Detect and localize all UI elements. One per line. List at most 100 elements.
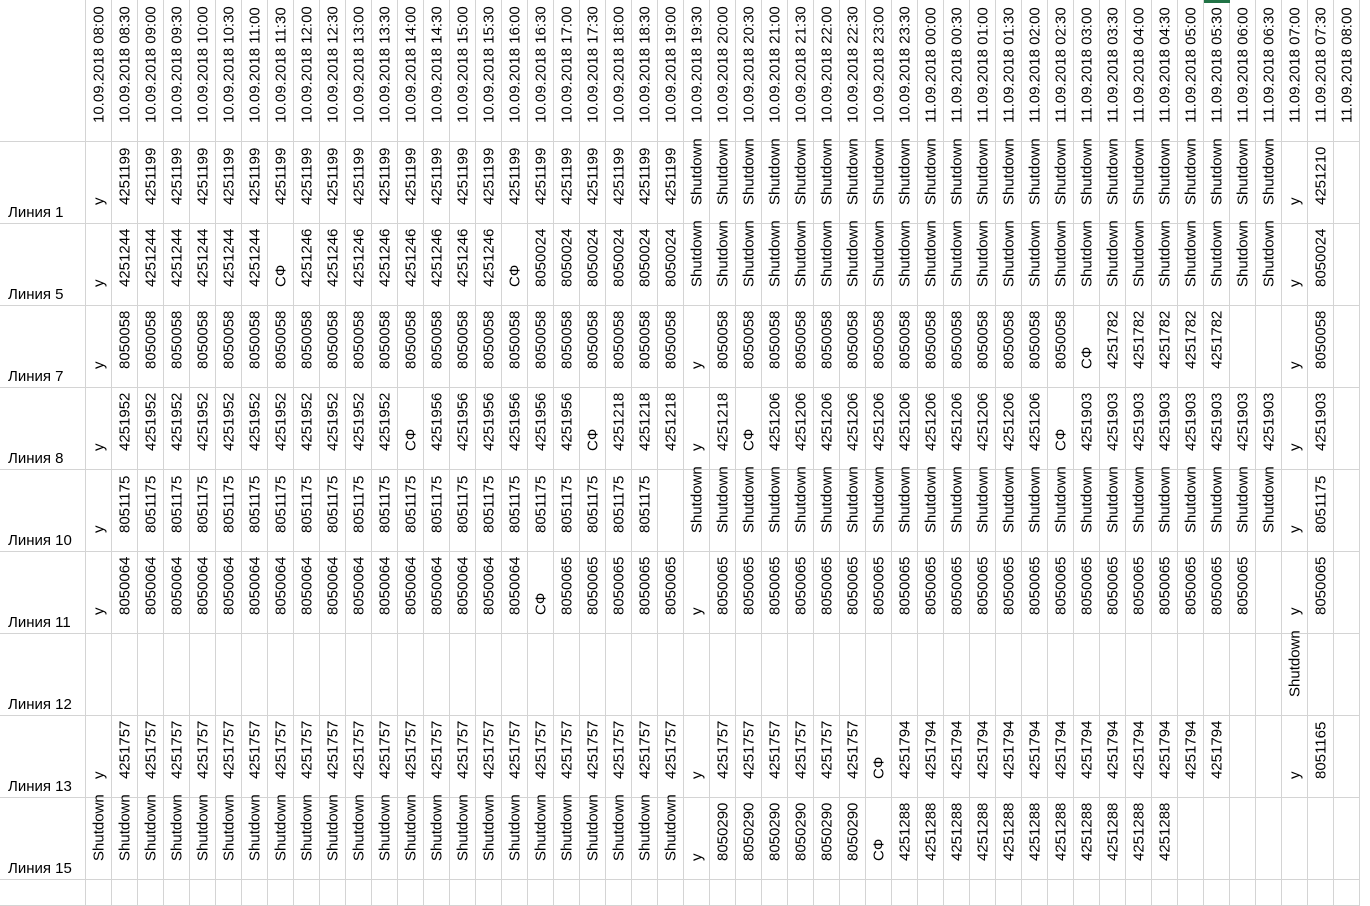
data-cell[interactable]: у: [1282, 716, 1308, 798]
data-cell[interactable]: 4251956: [450, 388, 476, 470]
data-cell[interactable]: [1178, 880, 1204, 906]
data-cell[interactable]: 4251288: [1100, 798, 1126, 880]
data-cell[interactable]: 4251199: [164, 142, 190, 224]
data-cell[interactable]: у: [86, 306, 112, 388]
data-cell[interactable]: Shutdown: [788, 220, 814, 306]
header-cell[interactable]: 11.09.2018 01:00: [970, 0, 996, 142]
data-cell[interactable]: 4251903: [1152, 388, 1178, 470]
data-cell[interactable]: 8050065: [762, 552, 788, 634]
header-cell[interactable]: 10.09.2018 11:00: [242, 0, 268, 142]
data-cell[interactable]: 8051175: [528, 470, 554, 552]
data-cell[interactable]: 4251794: [892, 716, 918, 798]
data-cell[interactable]: 4251757: [424, 716, 450, 798]
data-cell[interactable]: 8050058: [164, 306, 190, 388]
data-cell[interactable]: [320, 880, 346, 906]
data-cell[interactable]: Shutdown: [1152, 138, 1178, 224]
data-cell[interactable]: Shutdown: [112, 794, 138, 880]
data-cell[interactable]: 8050058: [892, 306, 918, 388]
data-cell[interactable]: [1074, 880, 1100, 906]
data-cell[interactable]: Shutdown: [658, 794, 684, 880]
data-cell[interactable]: [944, 634, 970, 716]
data-cell[interactable]: Shutdown: [190, 794, 216, 880]
data-cell[interactable]: [164, 880, 190, 906]
data-cell[interactable]: 4251288: [1048, 798, 1074, 880]
data-cell[interactable]: 8050065: [1308, 552, 1334, 634]
data-cell[interactable]: 4251757: [164, 716, 190, 798]
data-cell[interactable]: Shutdown: [476, 794, 502, 880]
data-cell[interactable]: 4251952: [372, 388, 398, 470]
data-cell[interactable]: [528, 634, 554, 716]
data-cell[interactable]: [190, 634, 216, 716]
data-cell[interactable]: 8050058: [710, 306, 736, 388]
data-cell[interactable]: Shutdown: [1256, 138, 1282, 224]
data-cell[interactable]: Shutdown: [1048, 466, 1074, 552]
data-cell[interactable]: [606, 880, 632, 906]
data-cell[interactable]: Shutdown: [970, 220, 996, 306]
data-cell[interactable]: [1256, 798, 1282, 880]
data-cell[interactable]: 4251199: [216, 142, 242, 224]
data-cell[interactable]: 8050058: [554, 306, 580, 388]
data-cell[interactable]: [190, 880, 216, 906]
data-cell[interactable]: Shutdown: [840, 138, 866, 224]
data-cell[interactable]: [450, 880, 476, 906]
data-cell[interactable]: [1256, 716, 1282, 798]
data-cell[interactable]: 4251757: [112, 716, 138, 798]
header-cell[interactable]: 10.09.2018 20:00: [710, 0, 736, 142]
data-cell[interactable]: 4251952: [216, 388, 242, 470]
data-cell[interactable]: Shutdown: [840, 220, 866, 306]
data-cell[interactable]: 8051175: [242, 470, 268, 552]
data-cell[interactable]: 4251210: [1308, 142, 1334, 224]
data-cell[interactable]: 4251903: [1178, 388, 1204, 470]
data-cell[interactable]: 4251218: [632, 388, 658, 470]
data-cell[interactable]: 4251794: [918, 716, 944, 798]
header-cell[interactable]: 11.09.2018 03:00: [1074, 0, 1100, 142]
data-cell[interactable]: Shutdown: [944, 220, 970, 306]
data-cell[interactable]: [476, 634, 502, 716]
data-cell[interactable]: 8051175: [320, 470, 346, 552]
data-cell[interactable]: 8050058: [814, 306, 840, 388]
data-cell[interactable]: 4251903: [1074, 388, 1100, 470]
data-cell[interactable]: Shutdown: [710, 466, 736, 552]
row-label-cell[interactable]: Линия 7: [0, 306, 86, 388]
data-cell[interactable]: 8050058: [320, 306, 346, 388]
data-cell[interactable]: 8050065: [996, 552, 1022, 634]
data-cell[interactable]: Shutdown: [1074, 220, 1100, 306]
data-cell[interactable]: 8050065: [1152, 552, 1178, 634]
data-cell[interactable]: [112, 880, 138, 906]
data-cell[interactable]: 8050064: [216, 552, 242, 634]
data-cell[interactable]: [996, 634, 1022, 716]
header-cell[interactable]: 11.09.2018 06:30: [1256, 0, 1282, 142]
data-cell[interactable]: [1204, 880, 1230, 906]
data-cell[interactable]: 8051175: [476, 470, 502, 552]
data-cell[interactable]: Shutdown: [866, 466, 892, 552]
data-cell[interactable]: [762, 634, 788, 716]
data-cell[interactable]: [606, 634, 632, 716]
data-cell[interactable]: у: [1282, 470, 1308, 552]
data-cell[interactable]: 4251757: [502, 716, 528, 798]
data-cell[interactable]: Shutdown: [1178, 220, 1204, 306]
data-cell[interactable]: Shutdown: [892, 466, 918, 552]
data-cell[interactable]: 4251206: [1022, 388, 1048, 470]
data-cell[interactable]: Shutdown: [1126, 220, 1152, 306]
data-cell[interactable]: [138, 634, 164, 716]
data-cell[interactable]: 4251199: [424, 142, 450, 224]
data-cell[interactable]: 8050058: [268, 306, 294, 388]
data-cell[interactable]: [1308, 798, 1334, 880]
data-cell[interactable]: Shutdown: [892, 220, 918, 306]
data-cell[interactable]: Shutdown: [450, 794, 476, 880]
data-cell[interactable]: 4251757: [606, 716, 632, 798]
data-cell[interactable]: 4251794: [1126, 716, 1152, 798]
header-cell[interactable]: 10.09.2018 22:30: [840, 0, 866, 142]
data-cell[interactable]: 8050058: [112, 306, 138, 388]
header-cell[interactable]: 11.09.2018 07:00: [1282, 0, 1308, 142]
data-cell[interactable]: 4251199: [658, 142, 684, 224]
data-cell[interactable]: у: [684, 388, 710, 470]
data-cell[interactable]: 4251782: [1152, 306, 1178, 388]
data-cell[interactable]: 8050024: [632, 224, 658, 306]
data-cell[interactable]: 8050024: [658, 224, 684, 306]
header-cell[interactable]: 10.09.2018 18:00: [606, 0, 632, 142]
data-cell[interactable]: 4251952: [138, 388, 164, 470]
data-cell[interactable]: 8050058: [996, 306, 1022, 388]
data-cell[interactable]: [1178, 798, 1204, 880]
data-cell[interactable]: 4251952: [346, 388, 372, 470]
